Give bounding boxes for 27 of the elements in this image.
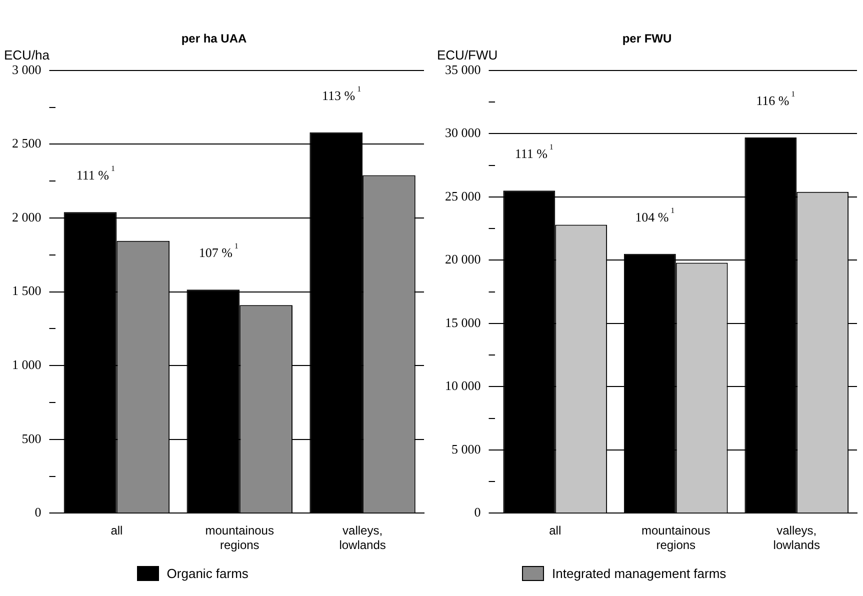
y-axis-title: ECU/ha bbox=[4, 47, 50, 62]
y-tick-label: 1 500 bbox=[12, 283, 42, 298]
y-tick-label: 15 000 bbox=[445, 314, 481, 330]
chart-title: per FWU bbox=[622, 32, 672, 46]
x-tick-label: valleys, lowlands bbox=[339, 524, 386, 552]
y-tick-label: 500 bbox=[22, 430, 42, 446]
y-tick-label: 30 000 bbox=[445, 125, 481, 140]
y-tick-label: 2 500 bbox=[12, 136, 42, 151]
y-tick-label: 0 bbox=[34, 504, 42, 520]
y-tick-label: 2 000 bbox=[12, 209, 42, 224]
x-tick-label: mountainous regions bbox=[205, 524, 274, 552]
y-tick-label: 35 000 bbox=[445, 62, 481, 77]
legend-label: Organic farms bbox=[166, 566, 248, 581]
y-tick-label: 25 000 bbox=[445, 188, 481, 204]
y-tick-label: 20 000 bbox=[445, 252, 481, 267]
x-tick-label: mountainous regions bbox=[642, 524, 710, 552]
x-tick-label: valleys, lowlands bbox=[773, 524, 820, 552]
y-tick-label: 10 000 bbox=[445, 378, 481, 394]
chart-title: per ha UAA bbox=[181, 32, 248, 46]
y-tick-label: 0 bbox=[474, 504, 481, 520]
y-tick-label: 1 000 bbox=[12, 357, 42, 372]
x-tick-label: all bbox=[110, 524, 123, 538]
legend-label: Integrated management farms bbox=[552, 566, 726, 581]
x-tick-label: all bbox=[549, 524, 562, 538]
y-axis-title: ECU/FWU bbox=[437, 47, 498, 62]
y-tick-label: 5 000 bbox=[452, 441, 481, 456]
y-tick-label: 3 000 bbox=[12, 62, 42, 77]
